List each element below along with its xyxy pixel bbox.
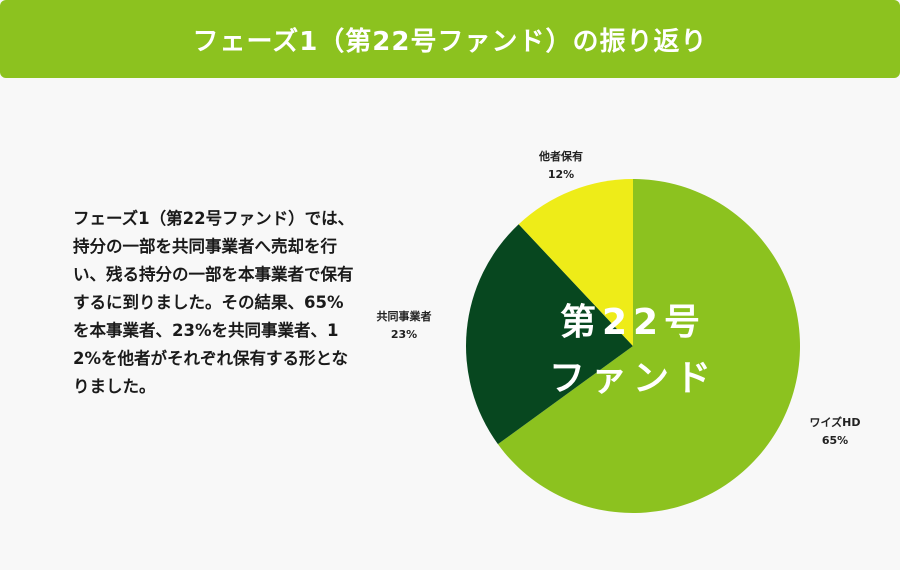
slice-name-label: ワイズHD — [809, 415, 860, 429]
slice-name-label: 他者保有 — [538, 149, 583, 163]
slice-name-label: 共同事業者 — [377, 309, 432, 323]
slice-value-label: 65% — [822, 434, 848, 447]
header-banner: フェーズ1（第22号ファンド）の振り返り — [0, 0, 900, 78]
slice-value-label: 12% — [548, 168, 574, 181]
chart-center-label: 第22号 — [560, 302, 706, 343]
pie-slice-3 — [518, 179, 633, 346]
pie-slice-1 — [497, 179, 801, 514]
description-text: フェーズ1（第22号ファンド）では、持分の一部を共同事業者へ売却を行い、残る持分… — [73, 209, 355, 396]
slice-value-label: 23% — [391, 328, 417, 341]
pie-slice-2 — [466, 224, 633, 445]
chart-center-label: ファンド — [549, 358, 717, 399]
page-title: フェーズ1（第22号ファンド）の振り返り — [192, 26, 708, 57]
